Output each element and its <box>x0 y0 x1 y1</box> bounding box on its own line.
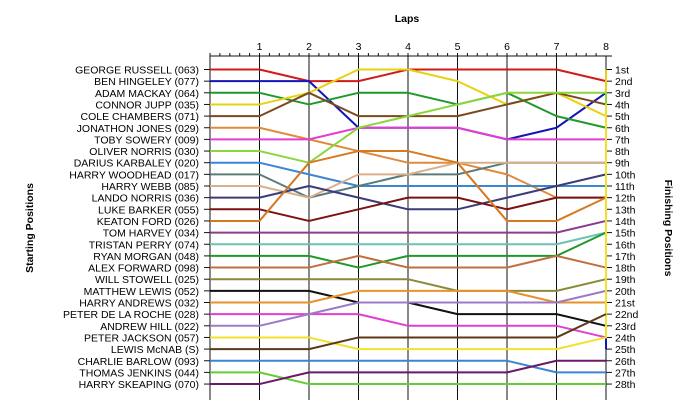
series-line <box>210 104 607 351</box>
series-line <box>210 161 606 199</box>
lap-tick-label: 3 <box>356 41 362 53</box>
finishing-position-label: 12th <box>615 193 636 205</box>
lap-tick-label: 2 <box>306 41 312 53</box>
finishing-position-label: 9th <box>615 158 630 170</box>
finishing-position-label: 8th <box>615 146 630 158</box>
finishing-position-label: 25th <box>615 344 636 356</box>
series-line <box>210 68 607 118</box>
lap-tick-label: 8 <box>603 41 609 53</box>
finishing-position-label: 17th <box>615 251 636 263</box>
series-line <box>210 313 607 351</box>
finishing-position-label: 22nd <box>615 309 639 321</box>
series-line <box>210 254 607 269</box>
driver-name-label: PETER DE LA ROCHE (028) <box>63 309 199 321</box>
driver-name-label: TOBY SOWERY (009) <box>94 134 199 146</box>
finishing-position-labels: 1st2nd3rd4th5th6th7th8th9th10th11th12th1… <box>615 65 639 392</box>
lap-tick-label: 4 <box>405 41 411 53</box>
driver-name-label: CHARLIE BARLOW (093) <box>78 356 199 368</box>
series-line <box>210 231 607 246</box>
finishing-position-label: 6th <box>615 123 630 135</box>
finishing-position-label: 16th <box>615 239 636 251</box>
series-line <box>210 161 606 187</box>
driver-name-label: ALEX FORWARD (098) <box>88 263 199 275</box>
finishing-position-label: 5th <box>615 111 630 123</box>
series-line <box>210 313 607 339</box>
finishing-position-label: 10th <box>615 169 636 181</box>
finishing-position-label: 13th <box>615 204 636 216</box>
driver-name-label: RYAN MORGAN (048) <box>93 251 199 263</box>
finishing-position-label: 20th <box>615 286 636 298</box>
finishing-position-label: 18th <box>615 263 636 275</box>
y-axis-left-label: Starting Positions <box>24 183 36 273</box>
driver-name-label: THOMAS JENKINS (044) <box>79 367 199 379</box>
finishing-position-label: 11th <box>615 181 635 193</box>
lap-tick-label: 5 <box>455 41 461 53</box>
series-line <box>210 359 606 386</box>
driver-name-label: HARRY WOODHEAD (017) <box>69 169 199 181</box>
driver-name-label: DARIUS KARBALEY (020) <box>74 158 199 170</box>
driver-name-label: TRISTAN PERRY (074) <box>89 239 199 251</box>
driver-name-label: HARRY SKEAPING (070) <box>79 379 199 391</box>
driver-name-label: GEORGE RUSSELL (063) <box>75 65 199 77</box>
series-line <box>210 116 607 141</box>
finishing-position-label: 15th <box>615 228 636 240</box>
finishing-position-label: 19th <box>615 274 636 286</box>
finishing-position-label: 7th <box>615 134 630 146</box>
driver-name-label: BEN HINGELEY (077) <box>94 76 199 88</box>
series-line <box>210 359 606 374</box>
driver-name-label: HARRY ANDREWS (032) <box>79 298 199 310</box>
driver-name-label: LUKE BARKER (055) <box>98 204 199 216</box>
driver-name-label: CONNOR JUPP (035) <box>95 99 199 111</box>
starting-driver-labels: GEORGE RUSSELL (063)BEN HINGELEY (077)AD… <box>63 65 199 392</box>
series-line <box>210 186 607 222</box>
finishing-position-label: 28th <box>615 379 636 391</box>
driver-name-label: TOM HARVEY (034) <box>103 228 199 240</box>
series-line <box>210 219 607 234</box>
finishing-position-label: 1st <box>615 65 629 77</box>
chart-title: Laps <box>395 13 420 25</box>
driver-name-label: ADAM MACKAY (064) <box>95 88 199 100</box>
position-lines <box>210 68 607 386</box>
series-line <box>210 231 607 269</box>
driver-name-label: JONATHON JONES (029) <box>77 123 199 135</box>
driver-name-label: MATTHEW LEWIS (052) <box>84 286 199 298</box>
driver-name-label: PETER JACKSON (057) <box>84 332 199 344</box>
finishing-position-label: 4th <box>615 99 630 111</box>
finishing-position-label: 27th <box>615 367 636 379</box>
driver-name-label: OLIVER NORRIS (030) <box>89 146 199 158</box>
series-line <box>210 150 607 222</box>
series-line <box>210 289 606 304</box>
plot-grid <box>204 53 612 400</box>
driver-name-label: LEWIS McNAB (S) <box>111 344 199 356</box>
finishing-position-label: 3rd <box>615 88 630 100</box>
finishing-position-label: 2nd <box>615 76 633 88</box>
finishing-position-label: 26th <box>615 356 636 368</box>
lap-tick-label: 6 <box>504 41 510 53</box>
finishing-position-label: 21st <box>615 298 635 310</box>
lap-tick-label: 7 <box>554 41 560 53</box>
driver-name-label: LANDO NORRIS (036) <box>92 193 199 205</box>
finishing-position-label: 14th <box>615 216 636 228</box>
lap-tick-labels: 1 2 3 4 5 6 7 8 <box>257 41 610 53</box>
lap-tick-label: 1 <box>257 41 263 53</box>
driver-name-label: KEATON FORD (026) <box>97 216 199 228</box>
y-axis-right-label: Finishing Positions <box>662 180 674 277</box>
series-line <box>210 289 607 327</box>
driver-name-label: ANDREW HILL (022) <box>100 321 199 333</box>
series-line <box>210 278 607 292</box>
series-line <box>210 371 606 386</box>
driver-name-label: HARRY WEBB (085) <box>101 181 199 193</box>
series-line <box>210 91 607 256</box>
finishing-position-label: 24th <box>615 332 636 344</box>
driver-name-label: COLE CHAMBERS (071) <box>81 111 199 123</box>
driver-name-label: WILL STOWELL (025) <box>95 274 199 286</box>
finishing-position-label: 23rd <box>615 321 636 333</box>
